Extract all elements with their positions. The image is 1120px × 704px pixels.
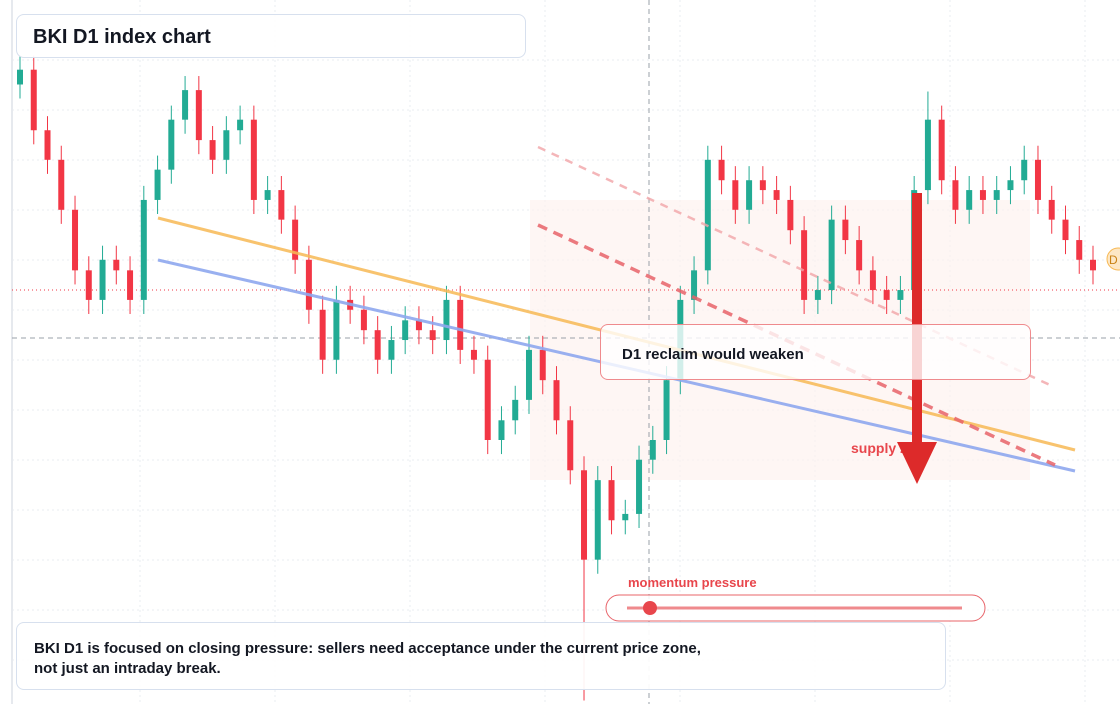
candle-body bbox=[801, 230, 808, 300]
candle-body bbox=[842, 219, 849, 241]
candle-body bbox=[732, 180, 739, 210]
candle-body bbox=[883, 290, 890, 300]
candle-body bbox=[30, 69, 37, 131]
candle-body bbox=[856, 240, 863, 271]
candle-body bbox=[292, 219, 299, 260]
candle-body bbox=[814, 290, 821, 300]
price-tag bbox=[1106, 247, 1120, 271]
candle-body bbox=[567, 420, 574, 471]
candle-body bbox=[993, 190, 1000, 200]
candle-body bbox=[718, 159, 725, 181]
candle-body bbox=[636, 459, 643, 514]
candle-body bbox=[154, 169, 161, 200]
momentum-slider bbox=[605, 594, 986, 622]
candle-body bbox=[443, 299, 450, 341]
candle-body bbox=[581, 470, 588, 560]
candle-body bbox=[869, 270, 876, 291]
candle-body bbox=[525, 349, 532, 400]
candle-body bbox=[319, 309, 326, 360]
caption-line: BKI D1 is focused on closing pressure: s… bbox=[34, 640, 701, 657]
candle-body bbox=[1007, 180, 1014, 191]
price-tag-label: D bbox=[1109, 253, 1118, 267]
candle-body bbox=[127, 270, 134, 300]
candle-body bbox=[360, 309, 367, 331]
candle-body bbox=[553, 380, 560, 421]
candle-body bbox=[402, 320, 409, 341]
candle-body bbox=[773, 190, 780, 200]
title-box: BKI D1 index chart bbox=[16, 14, 526, 58]
candle-body bbox=[1021, 159, 1028, 181]
caption-line: not just an intraday break. bbox=[34, 660, 221, 677]
candle-body bbox=[622, 513, 629, 521]
candle-body bbox=[429, 330, 436, 341]
candle-body bbox=[250, 119, 257, 200]
candle-body bbox=[539, 349, 546, 381]
candle-body bbox=[457, 299, 464, 350]
candle-body bbox=[182, 90, 189, 120]
candle-body bbox=[952, 180, 959, 210]
candle-body bbox=[305, 259, 312, 310]
candle-body bbox=[333, 299, 340, 360]
candle-body bbox=[1090, 259, 1096, 271]
candle-body bbox=[168, 119, 175, 170]
candle-body bbox=[223, 130, 230, 160]
title: BKI D1 index chart bbox=[33, 26, 211, 48]
candle-body bbox=[594, 480, 601, 560]
candle-body bbox=[704, 159, 711, 271]
candle-body bbox=[498, 420, 505, 440]
candle-body bbox=[44, 130, 51, 160]
candle-body bbox=[264, 190, 271, 200]
candle-body bbox=[897, 290, 904, 300]
candle-body bbox=[17, 69, 23, 85]
candle-body bbox=[979, 190, 986, 200]
candle-body bbox=[938, 119, 945, 181]
candle-body bbox=[746, 180, 753, 210]
candle-body bbox=[140, 199, 147, 300]
candle-body bbox=[924, 119, 931, 191]
candle-body bbox=[484, 359, 491, 440]
candle-body bbox=[388, 340, 395, 360]
caption-box: BKI D1 is focused on closing pressure: s… bbox=[16, 622, 946, 690]
candle-body bbox=[512, 399, 519, 421]
candle-body bbox=[72, 209, 79, 271]
note: D1 reclaim would weaken bbox=[622, 346, 804, 363]
candle-body bbox=[966, 190, 973, 210]
candle-body bbox=[85, 270, 92, 300]
candle-body bbox=[99, 259, 106, 300]
candle-body bbox=[195, 90, 202, 141]
candle-body bbox=[58, 159, 65, 210]
candle-body bbox=[1076, 240, 1083, 260]
candle-body bbox=[113, 259, 120, 271]
candle-body bbox=[1062, 219, 1069, 241]
candle-body bbox=[1034, 159, 1041, 200]
note-box: D1 reclaim would weaken bbox=[600, 324, 1031, 380]
down-arrow bbox=[897, 193, 937, 484]
candle-body bbox=[237, 119, 244, 131]
candle-body bbox=[209, 140, 216, 160]
candle-body bbox=[787, 199, 794, 231]
candle-body bbox=[470, 349, 477, 360]
momentum-label: momentum pressure bbox=[628, 575, 757, 590]
candle-body bbox=[828, 219, 835, 291]
trendline-red bbox=[537, 223, 1056, 467]
candle-body bbox=[663, 380, 670, 440]
candle-body bbox=[1048, 199, 1055, 220]
candle-body bbox=[415, 320, 422, 331]
candle-body bbox=[649, 440, 656, 460]
candle-body bbox=[278, 190, 285, 220]
candle-body bbox=[608, 480, 615, 521]
candle-body bbox=[374, 330, 381, 360]
candle-body bbox=[759, 180, 766, 191]
candle-body bbox=[691, 270, 698, 300]
